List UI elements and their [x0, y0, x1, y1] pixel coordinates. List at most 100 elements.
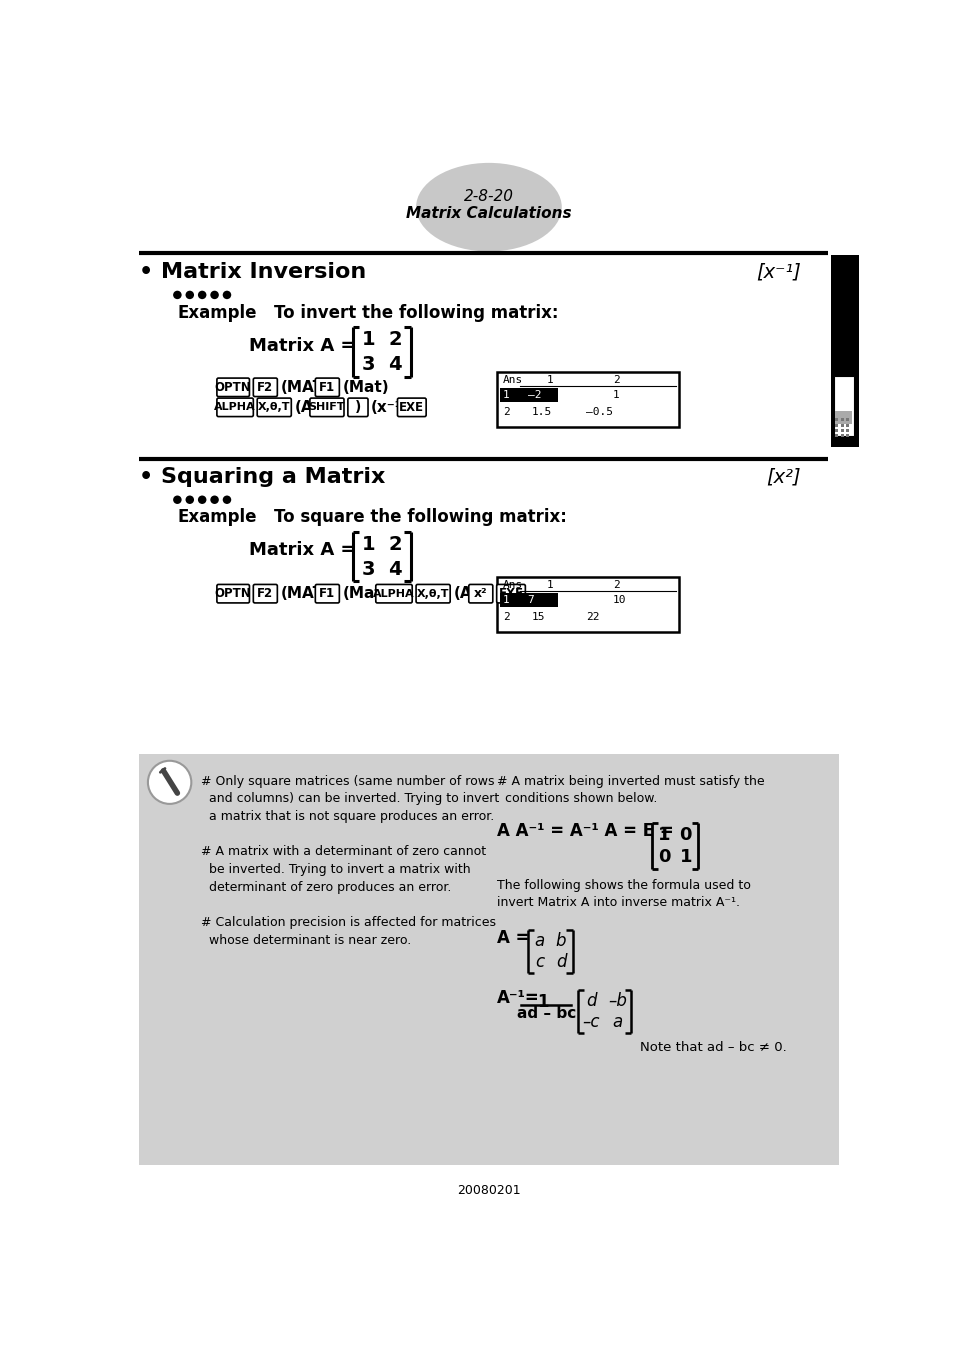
Text: To square the following matrix:: To square the following matrix: [274, 508, 566, 525]
Text: [x²]: [x²] [766, 467, 801, 486]
Text: # A matrix being inverted must satisfy the: # A matrix being inverted must satisfy t… [497, 774, 763, 788]
Text: whose determinant is near zero.: whose determinant is near zero. [200, 934, 411, 946]
FancyBboxPatch shape [253, 378, 277, 397]
Text: (x⁻¹): (x⁻¹) [371, 399, 409, 414]
Text: determinant of zero produces an error.: determinant of zero produces an error. [200, 881, 451, 894]
Text: OPTN: OPTN [214, 588, 252, 600]
Bar [845, 418, 848, 421]
Text: A⁻¹=: A⁻¹= [497, 988, 538, 1006]
Bar [497, 577, 679, 632]
Text: 2: 2 [612, 581, 619, 590]
Text: (Mat): (Mat) [342, 380, 389, 395]
FancyBboxPatch shape [310, 398, 344, 417]
Circle shape [172, 496, 181, 504]
Bar [835, 418, 838, 421]
Text: x²: x² [474, 588, 487, 600]
Text: –0.5: –0.5 [585, 408, 612, 417]
Text: 1: 1 [679, 848, 691, 867]
Text: and columns) can be inverted. Trying to invert: and columns) can be inverted. Trying to … [200, 792, 498, 806]
Bar [835, 412, 852, 424]
Text: c: c [535, 953, 543, 971]
Text: • Squaring a Matrix: • Squaring a Matrix [138, 467, 385, 486]
Text: (A): (A) [294, 399, 319, 414]
Text: # Calculation precision is affected for matrices: # Calculation precision is affected for … [200, 917, 496, 929]
FancyBboxPatch shape [315, 378, 339, 397]
Text: 1: 1 [612, 390, 619, 399]
FancyBboxPatch shape [216, 378, 249, 397]
Bar [845, 424, 848, 427]
Text: A =: A = [497, 929, 529, 946]
Text: (Mat): (Mat) [342, 586, 389, 601]
Circle shape [210, 496, 218, 504]
Text: X,θ,T: X,θ,T [416, 589, 449, 598]
FancyBboxPatch shape [497, 585, 525, 603]
Text: 10: 10 [612, 594, 626, 605]
Text: # A matrix with a determinant of zero cannot: # A matrix with a determinant of zero ca… [200, 845, 485, 858]
FancyBboxPatch shape [216, 585, 249, 603]
Circle shape [197, 291, 206, 299]
Text: 1: 1 [361, 330, 375, 349]
Text: 1: 1 [361, 535, 375, 554]
Bar [845, 429, 848, 432]
FancyBboxPatch shape [348, 398, 368, 417]
Text: 1: 1 [546, 375, 554, 386]
Text: # Only square matrices (same number of rows: # Only square matrices (same number of r… [200, 774, 494, 788]
Circle shape [222, 496, 231, 504]
Text: Note that ad – bc ≠ 0.: Note that ad – bc ≠ 0. [639, 1041, 786, 1053]
Bar [840, 424, 843, 427]
Text: 1.5: 1.5 [531, 408, 551, 417]
Circle shape [222, 291, 231, 299]
Text: A A⁻¹ = A⁻¹ A = E =: A A⁻¹ = A⁻¹ A = E = [497, 822, 673, 839]
Text: conditions shown below.: conditions shown below. [497, 792, 657, 806]
FancyBboxPatch shape [375, 585, 412, 603]
Text: 2: 2 [502, 408, 509, 417]
Text: Matrix Calculations: Matrix Calculations [406, 206, 571, 221]
Text: d: d [556, 953, 566, 971]
Text: 2: 2 [502, 612, 509, 621]
Text: Example: Example [177, 508, 256, 525]
Text: a matrix that is not square produces an error.: a matrix that is not square produces an … [200, 810, 494, 823]
FancyBboxPatch shape [416, 585, 450, 603]
Text: (A): (A) [453, 586, 478, 601]
Circle shape [185, 291, 193, 299]
Text: EXE: EXE [498, 588, 523, 600]
Text: b: b [556, 932, 566, 951]
Text: • Matrix Inversion: • Matrix Inversion [138, 261, 366, 282]
FancyBboxPatch shape [253, 585, 277, 603]
Text: 4: 4 [388, 559, 401, 578]
Text: The following shows the formula used to: The following shows the formula used to [497, 879, 750, 892]
Text: [x⁻¹]: [x⁻¹] [756, 263, 801, 282]
Text: Ans: Ans [502, 581, 522, 590]
Circle shape [210, 291, 218, 299]
Text: 0: 0 [679, 826, 691, 845]
Text: Example: Example [177, 303, 256, 322]
Bar [499, 593, 558, 607]
Text: invert Matrix A into inverse matrix A⁻¹.: invert Matrix A into inverse matrix A⁻¹. [497, 896, 739, 910]
Text: ALPHA: ALPHA [373, 589, 415, 598]
Circle shape [148, 761, 192, 804]
Circle shape [185, 496, 193, 504]
Bar [499, 389, 558, 402]
Text: 1: 1 [502, 390, 509, 399]
Text: –2: –2 [527, 390, 540, 399]
Bar [138, 754, 839, 1164]
Bar [840, 418, 843, 421]
Circle shape [197, 496, 206, 504]
Text: –b: –b [607, 992, 626, 1010]
Bar [833, 376, 853, 436]
Bar [840, 429, 843, 432]
Text: Matrix A =: Matrix A = [249, 540, 355, 559]
Text: EXE: EXE [399, 401, 424, 414]
Bar [835, 424, 838, 427]
Text: 2: 2 [388, 330, 401, 349]
Circle shape [172, 291, 181, 299]
Text: 1: 1 [546, 581, 554, 590]
Ellipse shape [416, 162, 561, 252]
Text: F2: F2 [257, 380, 274, 394]
FancyBboxPatch shape [468, 585, 493, 603]
Text: 2-8-20: 2-8-20 [463, 188, 514, 204]
Text: ): ) [355, 401, 361, 414]
FancyBboxPatch shape [315, 585, 339, 603]
Text: be inverted. Trying to invert a matrix with: be inverted. Trying to invert a matrix w… [200, 864, 470, 876]
Text: 2: 2 [388, 535, 401, 554]
